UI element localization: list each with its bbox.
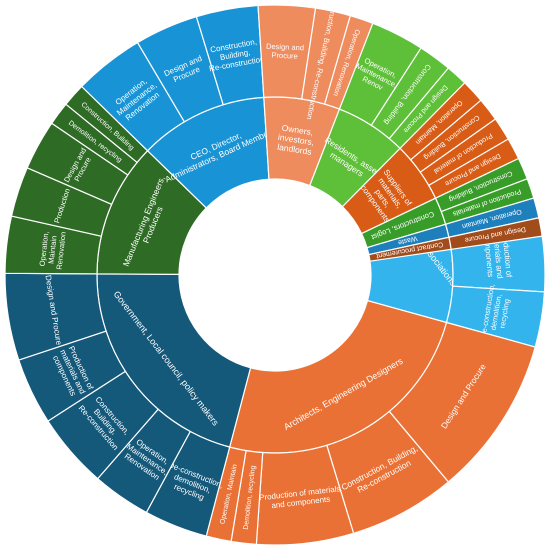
outer-segment-label: Operation,MaintainRenovation xyxy=(37,229,67,270)
outer-segment xyxy=(448,217,543,251)
center-hole xyxy=(179,179,371,371)
inner-segment-label: Waste xyxy=(397,234,418,246)
inner-segment-label: Owners,investors,landlords xyxy=(276,122,316,157)
outer-segment-label: Design andProcure xyxy=(265,42,304,61)
